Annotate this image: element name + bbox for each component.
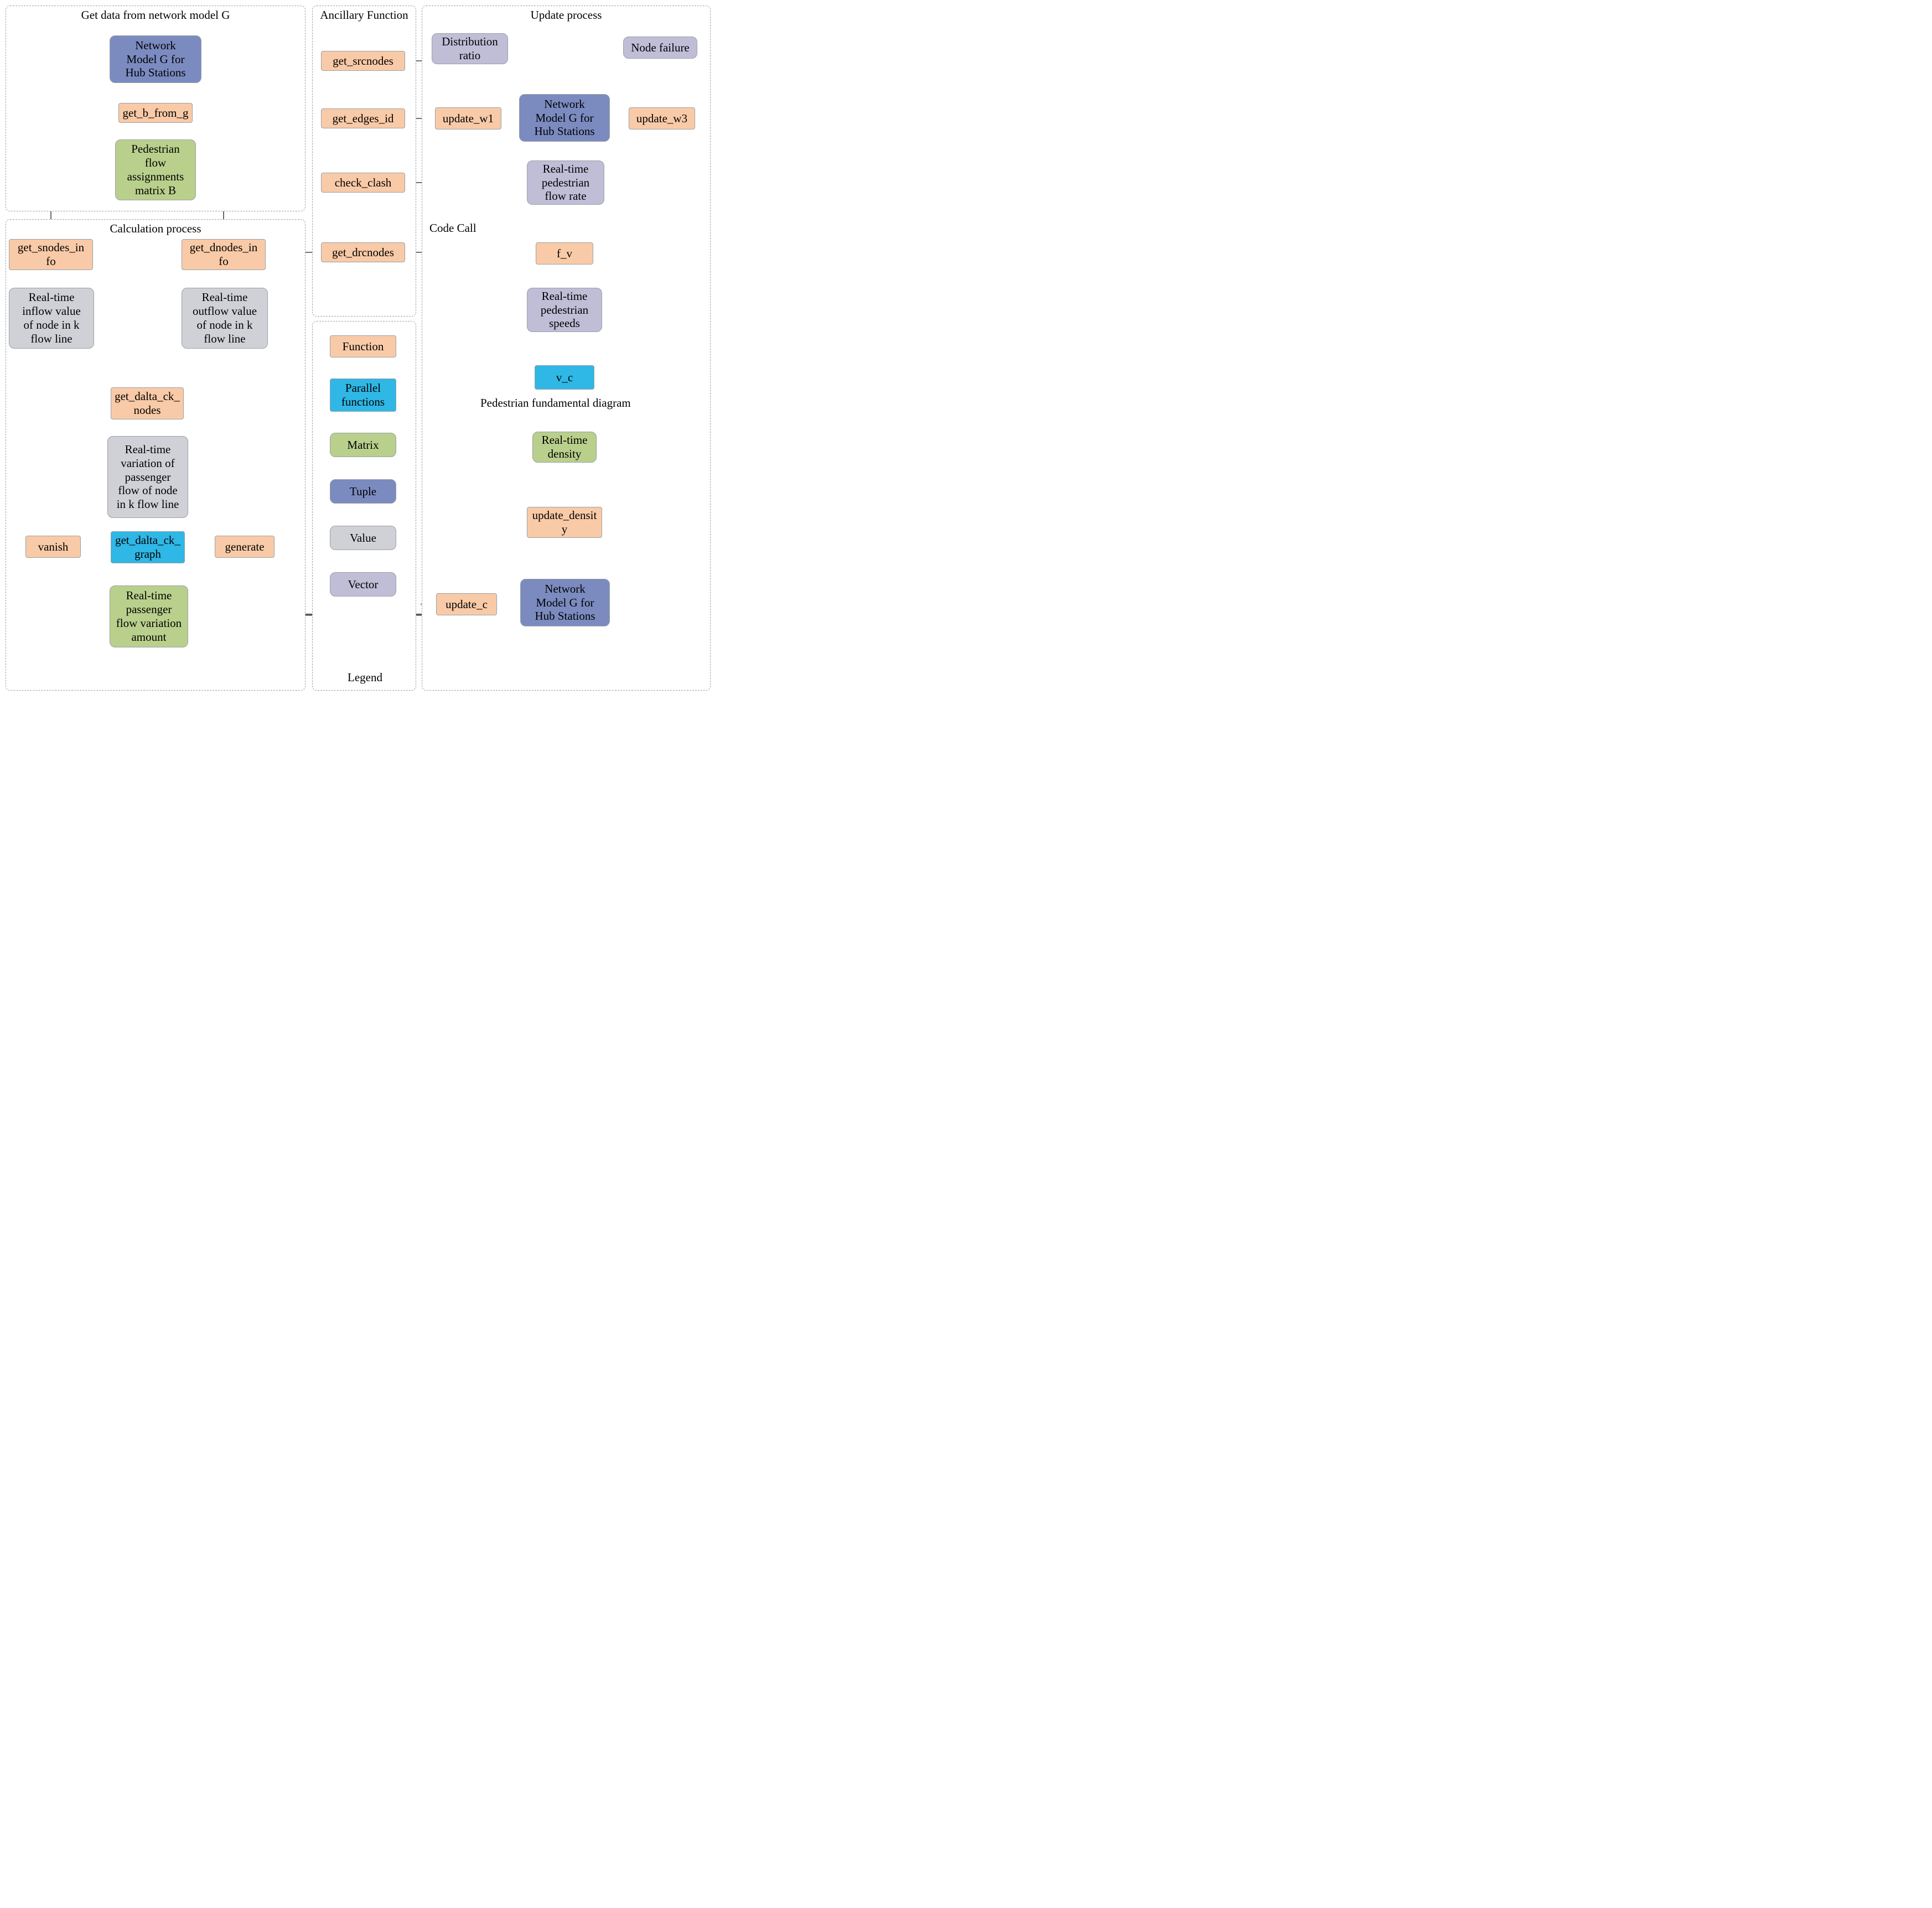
- panel-calc-title: Calculation process: [6, 219, 305, 236]
- panel-update-title: Update process: [422, 5, 710, 22]
- node-get_snodes: get_snodes_in fo: [9, 239, 93, 270]
- node-update_w1: update_w1: [435, 107, 501, 129]
- node-dist_ratio: Distribution ratio: [432, 33, 508, 64]
- label-pfd: Pedestrian fundamental diagram: [480, 396, 631, 410]
- node-variation_node: Real-time variation of passenger flow of…: [107, 436, 188, 518]
- node-network_g_top: Network Model G for Hub Stations: [110, 35, 201, 83]
- node-v_c: v_c: [535, 365, 594, 390]
- node-flow_variation: Real-time passenger flow variation amoun…: [110, 585, 188, 647]
- node-check_clash: check_clash: [321, 173, 405, 193]
- node-legend_matrix: Matrix: [330, 433, 396, 457]
- node-legend_value: Value: [330, 526, 396, 550]
- panel-ancillary-title: Ancillary Function: [313, 5, 416, 22]
- node-net_g_mid: Network Model G for Hub Stations: [519, 94, 610, 142]
- panel-legend: [312, 321, 416, 691]
- node-legend_vector: Vector: [330, 572, 396, 597]
- panel-getdata-title: Get data from network model G: [6, 5, 305, 22]
- node-outflow_val: Real-time outflow value of node in k flo…: [182, 288, 268, 349]
- node-generate: generate: [215, 536, 274, 558]
- node-get_srcnodes: get_srcnodes: [321, 51, 405, 71]
- node-legend_parallel: Parallel functions: [330, 379, 396, 412]
- node-get_dnodes: get_dnodes_in fo: [182, 239, 266, 270]
- node-get_dalta_graph: get_dalta_ck_ graph: [111, 531, 185, 563]
- node-get_b_from_g: get_b_from_g: [118, 103, 193, 123]
- node-legend_tuple: Tuple: [330, 479, 396, 504]
- node-get_drcnodes: get_drcnodes: [321, 242, 405, 262]
- node-density: Real-time density: [532, 432, 597, 463]
- label-code-call: Code Call: [429, 221, 476, 235]
- node-update_w3: update_w3: [629, 107, 695, 129]
- node-speeds: Real-time pedestrian speeds: [527, 288, 602, 332]
- node-inflow_val: Real-time inflow value of node in k flow…: [9, 288, 94, 349]
- node-node_failure: Node failure: [623, 37, 697, 59]
- node-f_v: f_v: [536, 242, 593, 265]
- node-get_edges_id: get_edges_id: [321, 108, 405, 128]
- node-get_dalta_nodes: get_dalta_ck_ nodes: [111, 387, 184, 419]
- node-flow_rate: Real-time pedestrian flow rate: [527, 160, 604, 205]
- node-matrix_b: Pedestrian flow assignments matrix B: [115, 139, 196, 200]
- node-net_g_bot: Network Model G for Hub Stations: [520, 579, 610, 626]
- node-update_c: update_c: [436, 593, 497, 615]
- node-legend_function: Function: [330, 335, 396, 357]
- label-legend: Legend: [348, 671, 382, 685]
- node-vanish: vanish: [25, 536, 81, 558]
- node-update_density: update_densit y: [527, 507, 602, 538]
